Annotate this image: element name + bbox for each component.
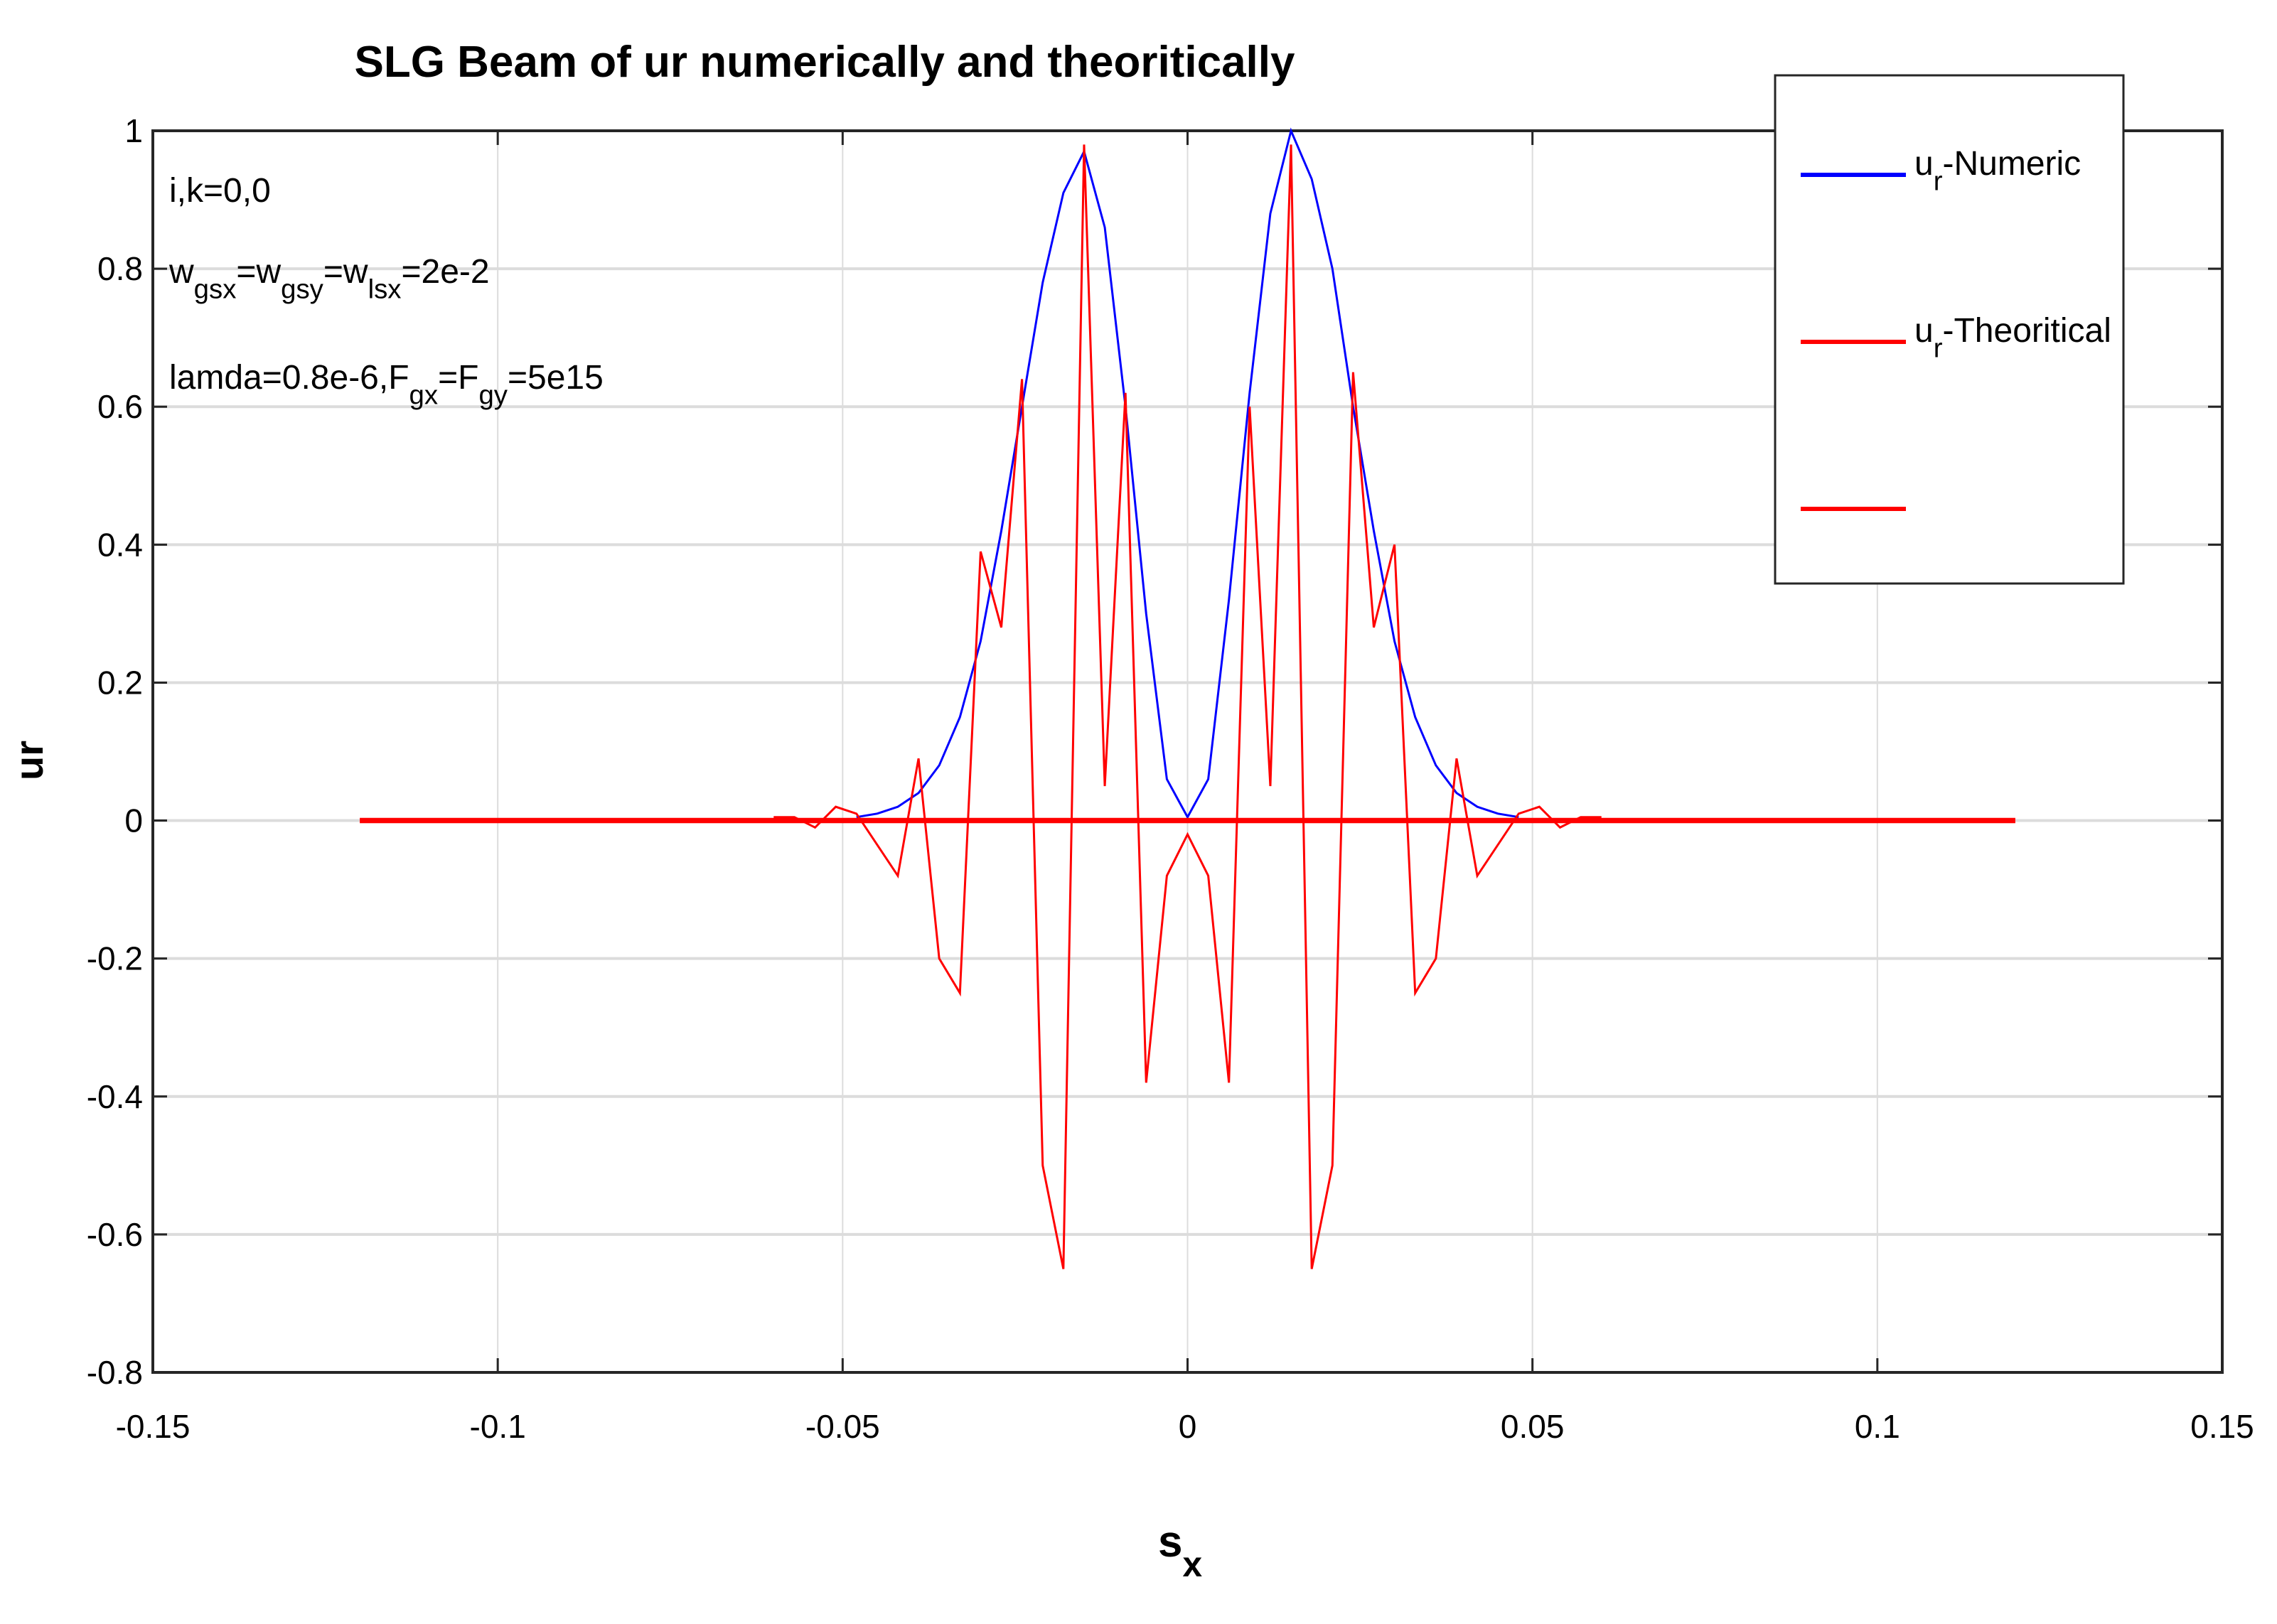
- legend-label: ur-Theoritical: [1914, 312, 2111, 364]
- x-tick-label: 0.1: [1855, 1408, 1900, 1445]
- text-part: =5e15: [508, 359, 604, 397]
- legend-label: ur-Numeric: [1914, 145, 2081, 197]
- text-part: s: [1158, 1517, 1182, 1566]
- text-part: u: [1914, 145, 1934, 183]
- text-part: w: [168, 253, 194, 291]
- annotation: i,k=0,0: [169, 172, 271, 210]
- y-tick-label: 0.8: [97, 250, 143, 287]
- text-part: =F: [438, 359, 478, 397]
- subscript: gsx: [194, 274, 237, 305]
- text-part: -Numeric: [1943, 145, 2082, 183]
- y-tick-label: -0.6: [87, 1216, 143, 1253]
- y-tick-label: 0: [124, 802, 143, 839]
- y-tick-label: -0.8: [87, 1354, 143, 1391]
- x-tick-label: 0.05: [1501, 1408, 1565, 1445]
- subscript: lsx: [368, 274, 402, 305]
- series-line: [773, 144, 1602, 1269]
- x-tick-label: -0.15: [116, 1408, 191, 1445]
- subscript: gx: [409, 380, 439, 411]
- x-axis-label: sx: [1158, 1517, 1202, 1584]
- subscript: r: [1934, 166, 1943, 197]
- subscript: gy: [478, 380, 508, 411]
- subscript: r: [1934, 333, 1943, 364]
- subscript: x: [1182, 1544, 1202, 1584]
- y-tick-label: -0.2: [87, 940, 143, 977]
- y-tick-label: -0.4: [87, 1078, 143, 1115]
- text-part: -Theoritical: [1943, 312, 2111, 350]
- text-part: lamda=0.8e-6,F: [169, 359, 409, 397]
- x-tick-label: -0.1: [470, 1408, 526, 1445]
- x-tick-label: 0.15: [2190, 1408, 2254, 1445]
- plot-frame: [151, 129, 2224, 1374]
- y-tick-label: 1: [124, 112, 143, 149]
- chart-title: SLG Beam of ur numerically and theoritic…: [354, 38, 1295, 87]
- y-tick-label: 0.2: [97, 664, 143, 701]
- y-tick-label: 0.6: [97, 388, 143, 425]
- text-part: =2e-2: [402, 253, 490, 291]
- y-tick-label: 0.4: [97, 526, 143, 563]
- subscript: gsy: [281, 274, 324, 305]
- series-line: [856, 127, 1519, 819]
- text-part: u: [1914, 312, 1934, 350]
- legend-box: [1774, 74, 2125, 585]
- annotation: lamda=0.8e-6,Fgx=Fgy=5e15: [169, 359, 604, 411]
- x-tick-label: -0.05: [805, 1408, 880, 1445]
- text-part: i,k=0,0: [169, 172, 271, 210]
- x-tick-label: 0: [1179, 1408, 1197, 1445]
- annotation: wgsx=wgsy=wlsx=2e-2: [168, 253, 490, 305]
- text-part: =w: [323, 253, 368, 291]
- text-part: =w: [236, 253, 281, 291]
- y-axis-label: ur: [6, 741, 51, 780]
